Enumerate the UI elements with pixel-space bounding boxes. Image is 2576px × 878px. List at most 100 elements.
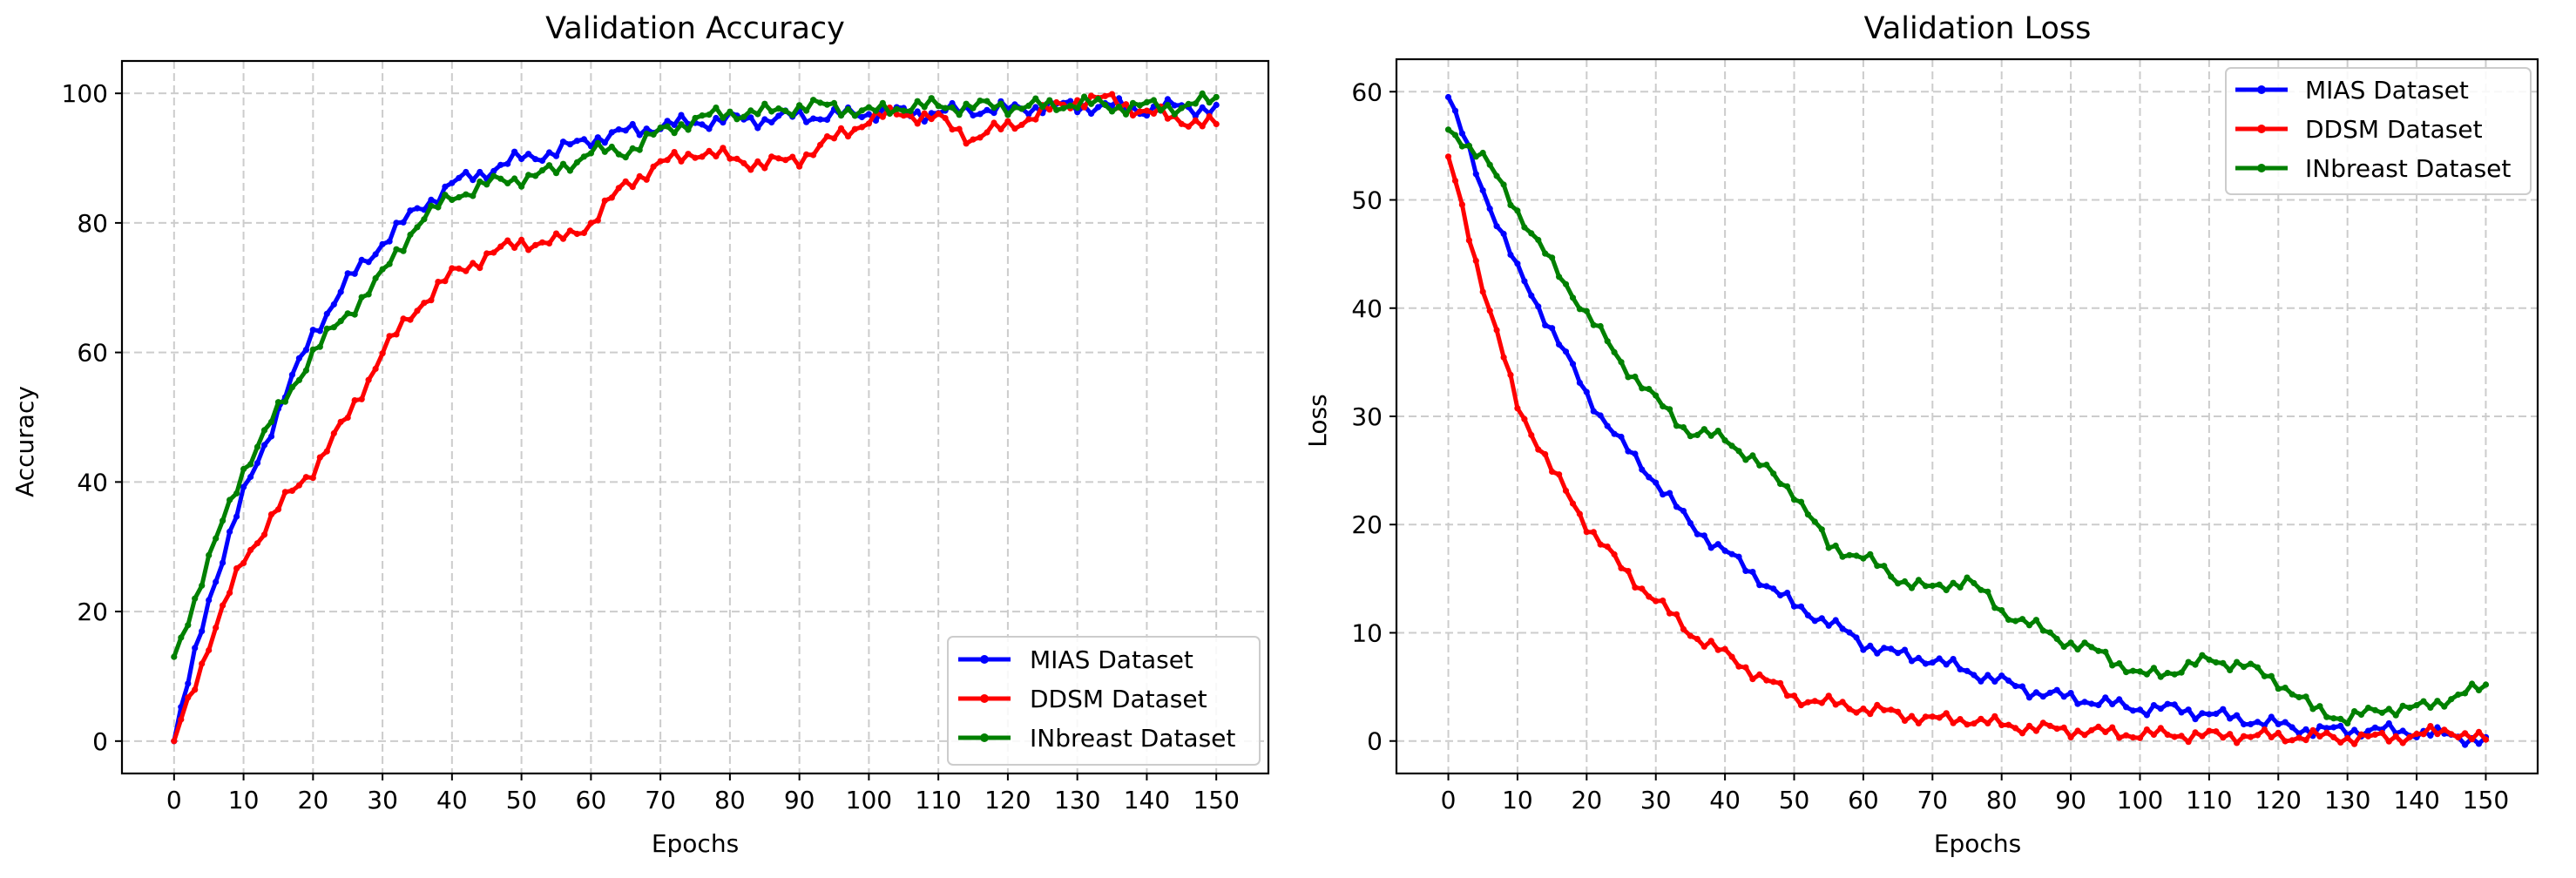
- data-point: [1171, 102, 1178, 109]
- data-point: [2357, 711, 2365, 719]
- data-point: [1777, 480, 1784, 488]
- data-point: [830, 135, 838, 142]
- data-point: [1707, 638, 1714, 645]
- data-point: [365, 291, 372, 298]
- data-point: [1735, 663, 1742, 670]
- data-point: [518, 183, 525, 190]
- data-point: [810, 152, 817, 159]
- grid: [1396, 59, 2538, 773]
- data-point: [442, 278, 449, 285]
- data-point: [281, 398, 288, 405]
- data-point: [559, 138, 567, 145]
- legend-label-inbreast: INbreast Dataset: [2305, 154, 2511, 183]
- data-point: [490, 167, 497, 174]
- data-point: [1569, 361, 1577, 368]
- y-tick-label: 60: [1351, 78, 1383, 106]
- data-point: [886, 110, 893, 118]
- data-point: [2462, 741, 2469, 748]
- data-point: [358, 395, 365, 402]
- data-point: [1213, 93, 1220, 100]
- data-point: [2385, 738, 2392, 745]
- data-point: [1991, 604, 1998, 611]
- data-point: [601, 139, 608, 146]
- data-point: [477, 168, 483, 176]
- data-point: [1874, 650, 1881, 657]
- data-point: [483, 181, 490, 188]
- data-point: [2018, 683, 2026, 690]
- x-tick-label: 40: [436, 786, 468, 814]
- x-tick-label: 110: [2186, 786, 2232, 814]
- data-point: [323, 310, 330, 317]
- data-point: [2371, 731, 2378, 739]
- data-point: [699, 112, 706, 119]
- data-point: [2448, 696, 2455, 703]
- data-point: [685, 151, 692, 158]
- data-point: [1444, 93, 1452, 101]
- data-point: [1185, 123, 1192, 130]
- data-point: [629, 120, 636, 128]
- data-point: [1860, 706, 1867, 713]
- data-point: [907, 107, 914, 115]
- data-point: [532, 172, 539, 179]
- data-point: [1046, 97, 1053, 104]
- data-point: [1943, 710, 1950, 717]
- data-point: [2178, 733, 2185, 740]
- data-point: [984, 129, 991, 136]
- data-point: [2275, 686, 2282, 692]
- data-point: [2157, 673, 2164, 680]
- series-ddsm-dataset: [171, 91, 1220, 745]
- data-point: [1777, 591, 1784, 599]
- data-point: [629, 145, 636, 152]
- legend-marker-inbreast: [980, 733, 989, 742]
- data-point: [379, 350, 386, 357]
- data-point: [2275, 720, 2282, 728]
- data-point: [1860, 555, 1867, 562]
- data-point: [1853, 634, 1860, 641]
- data-point: [1888, 645, 1895, 652]
- data-point: [1500, 230, 1507, 238]
- data-point: [372, 274, 379, 282]
- data-point: [1742, 664, 1749, 671]
- data-point: [1673, 503, 1680, 510]
- data-point: [1088, 110, 1095, 118]
- data-point: [2302, 693, 2309, 700]
- data-point: [921, 118, 928, 125]
- data-point: [1770, 470, 1777, 477]
- data-point: [1936, 655, 1943, 662]
- data-point: [2254, 719, 2262, 726]
- data-point: [2199, 733, 2206, 740]
- data-point: [858, 107, 866, 114]
- data-point: [316, 343, 323, 350]
- data-point: [1458, 201, 1465, 208]
- data-point: [1707, 432, 1714, 439]
- data-point: [858, 124, 866, 131]
- data-point: [713, 114, 720, 122]
- data-point: [206, 646, 213, 654]
- data-point: [1025, 102, 1032, 109]
- data-point: [295, 376, 302, 383]
- data-point: [671, 121, 678, 128]
- data-point: [2005, 677, 2012, 685]
- data-point: [1971, 720, 1978, 727]
- data-point: [1700, 426, 1707, 433]
- data-point: [622, 154, 629, 161]
- data-point: [678, 111, 685, 118]
- data-point: [1895, 650, 1902, 657]
- data-point: [796, 163, 803, 170]
- x-tick-label: 90: [2055, 786, 2086, 814]
- data-point: [1528, 230, 1535, 237]
- legend-label-mias: MIAS Dataset: [1030, 645, 1193, 674]
- data-point: [573, 138, 581, 145]
- data-point: [288, 487, 295, 495]
- series-lines: [171, 90, 1220, 745]
- data-point: [928, 110, 935, 117]
- data-point: [351, 270, 358, 277]
- data-point: [2164, 700, 2171, 707]
- x-tick-label: 30: [1640, 786, 1672, 814]
- data-point: [2081, 732, 2088, 739]
- data-point: [400, 247, 407, 254]
- data-point: [1011, 125, 1018, 132]
- data-point: [2067, 639, 2074, 646]
- data-point: [2150, 731, 2157, 739]
- data-point: [274, 399, 282, 406]
